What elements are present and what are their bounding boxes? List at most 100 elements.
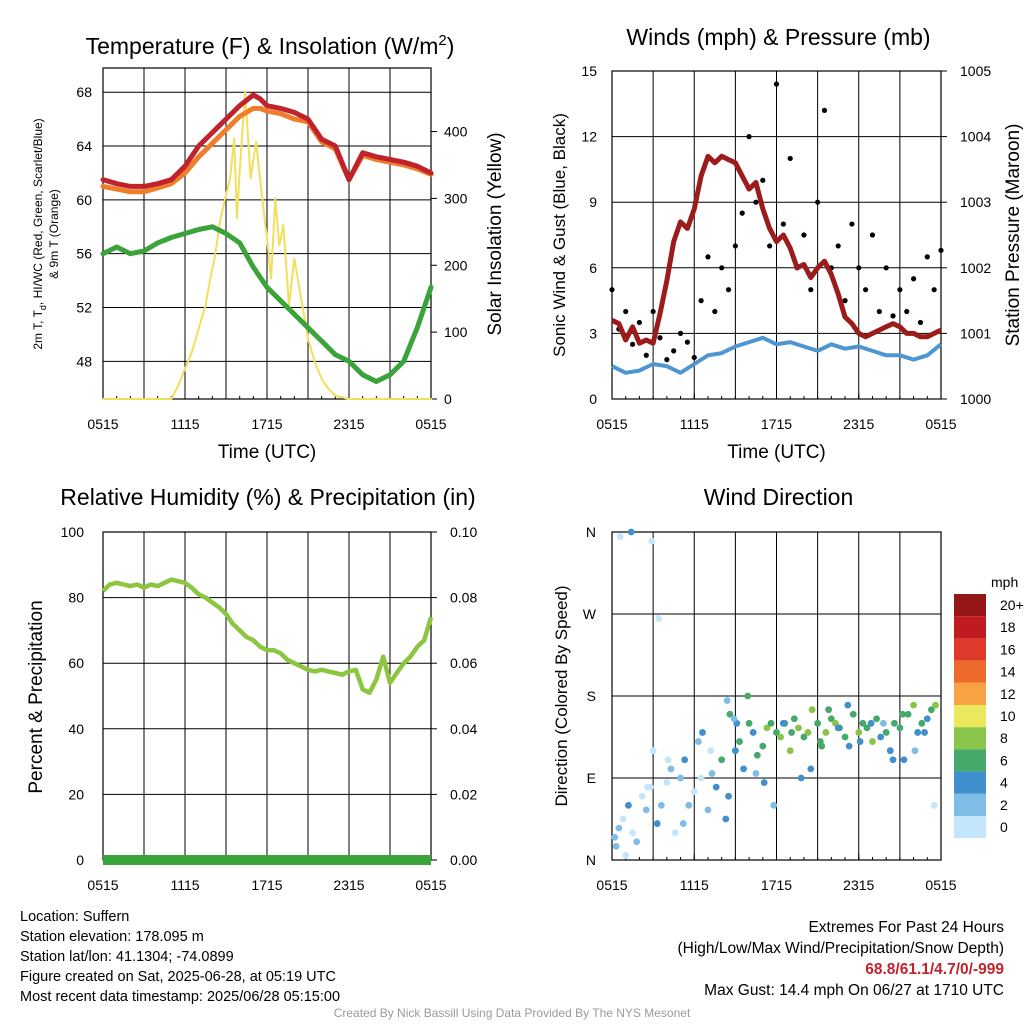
y-tick-label-left: 52 [76, 300, 92, 316]
direction-point [911, 747, 919, 755]
direction-point [619, 815, 627, 823]
direction-point [767, 719, 775, 727]
gust-point [698, 298, 704, 304]
direction-point [730, 715, 738, 723]
gust-point [910, 276, 917, 282]
y-tick-label-right: 0.04 [450, 721, 477, 737]
gust-point [732, 243, 738, 249]
direction-point [697, 774, 705, 782]
direction-point [845, 742, 853, 750]
y-tick-label-left: W [583, 606, 597, 622]
rh-line [101, 577, 434, 695]
y-tick-label-right: 400 [444, 124, 468, 140]
y-tick-label-left: 3 [589, 325, 597, 341]
extremes-block: Extremes For Past 24 Hours (High/Low/Max… [678, 917, 1005, 1001]
title-superscript: 2 [438, 32, 446, 49]
y-axis-label-left: Percent & Precipitation [26, 600, 47, 793]
y-axis-label-left: Direction (Colored By Speed) [552, 585, 571, 806]
meteogram-figure: 0515 1115 1715 2315 051548525660646801002003… [26, 24, 1024, 893]
gust-point [842, 298, 848, 304]
legend-swatch [954, 616, 986, 639]
series-line-0 [100, 92, 434, 189]
y-tick-label-left: 0 [76, 852, 84, 868]
legend-swatch [954, 660, 986, 683]
y-tick-label-left: 68 [76, 84, 92, 100]
direction-point [704, 806, 712, 814]
gust-point [869, 232, 876, 238]
direction-point [849, 710, 857, 718]
direction-point [928, 706, 935, 714]
direction-point [649, 747, 657, 755]
gust-point [917, 319, 924, 326]
x-tick-label: 1715 [251, 416, 282, 432]
direction-point [723, 697, 731, 704]
y-axis-label-left: Sonic Wind & Gust (Blue, Black) [550, 113, 569, 357]
y-tick-label-left: 20 [68, 786, 84, 802]
direction-point [725, 792, 732, 800]
direction-point [644, 783, 652, 791]
speed-color-legend: mph 20+ 18 16 14 12 10 8 6 4 2 0 [954, 574, 1024, 839]
x-tick-label: 1715 [251, 877, 282, 893]
gust-point [835, 243, 841, 249]
direction-point [763, 724, 771, 732]
x-tick-label: 0515 [925, 416, 956, 432]
humidity-precip-panel: 0515 1115 1715 2315 05150204060801000.000.02… [26, 484, 477, 893]
y-tick-label-right: 1004 [960, 129, 991, 145]
x-tick-label: 0515 [925, 877, 956, 893]
station-info: Location: Suffern Station elevation: 178… [20, 907, 340, 1007]
direction-point [657, 801, 665, 809]
direction-point [736, 738, 743, 745]
direction-point [744, 692, 752, 700]
title-end: ) [447, 33, 455, 59]
recent-data-text: Most recent data timestamp: 2025/06/28 0… [20, 989, 341, 1005]
gust-point [657, 335, 663, 341]
direction-point [726, 710, 734, 718]
direction-point [808, 706, 816, 714]
winds-pressure-panel: 0515 1115 1715 2315 0515 0 3 6 9 12 15 1000 1001 1002… [550, 24, 1024, 463]
direction-point [694, 738, 702, 745]
x-tick-label: 2315 [333, 416, 364, 432]
legend-label: 16 [1000, 641, 1016, 657]
gust-point [773, 81, 780, 87]
direction-point [786, 747, 794, 755]
direction-point [708, 770, 716, 777]
gust-point [739, 210, 745, 216]
gust-point [938, 247, 944, 253]
y-tick-label-left: E [587, 770, 596, 786]
direction-point [804, 729, 812, 736]
gust-point [815, 199, 821, 205]
direction-point [753, 751, 761, 759]
direction-point [932, 701, 939, 709]
direction-point [629, 829, 636, 837]
x-tick-label: 1715 [761, 416, 792, 432]
direction-point [760, 779, 768, 786]
legend-label: 10 [1000, 708, 1016, 724]
direction-point [923, 715, 931, 723]
direction-point [759, 742, 767, 750]
y-tick-label-right: 1001 [960, 325, 991, 341]
legend-swatch [954, 594, 986, 617]
direction-point [886, 747, 894, 755]
gust-point [801, 232, 807, 238]
gust-point [650, 308, 656, 315]
legend-swatch [954, 793, 986, 816]
direction-point [899, 710, 907, 718]
direction-point [667, 765, 675, 773]
direction-point [638, 792, 646, 800]
x-tick-label: 1115 [680, 416, 709, 432]
direction-point [627, 528, 635, 536]
gust-point [629, 341, 636, 347]
x-tick-label: 0515 [415, 416, 446, 432]
y-axis-label-left: 2m T, Td, HI/WC (Red, Green, Scarlet/Blu… [31, 118, 48, 349]
legend-label: 18 [1000, 619, 1016, 635]
y-axis-label-left-line2: & 9m T (Orange) [47, 189, 61, 279]
y-tick-label-right: 1002 [960, 260, 991, 276]
legend-swatch [954, 816, 986, 839]
gust-point [705, 254, 711, 260]
direction-point [825, 706, 832, 714]
direction-point [797, 774, 805, 782]
y-tick-label-left: 80 [68, 590, 84, 606]
y-tick-label-left: 40 [68, 721, 84, 737]
direction-point [685, 801, 693, 809]
y-tick-label-left: 56 [76, 246, 92, 262]
